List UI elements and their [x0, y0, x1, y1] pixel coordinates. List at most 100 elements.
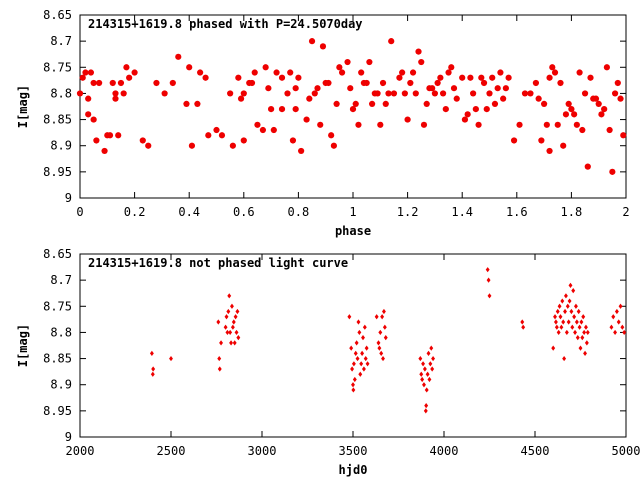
data-point	[149, 350, 154, 356]
data-point	[306, 95, 313, 102]
x-tick-label: 4500	[521, 444, 550, 458]
data-point	[472, 106, 479, 113]
y-tick-label: 8.9	[50, 378, 72, 392]
data-point	[344, 58, 351, 66]
data-point	[273, 69, 280, 76]
data-point	[169, 355, 173, 362]
y-tick-label: 8.75	[43, 299, 72, 313]
data-point	[459, 74, 466, 81]
data-point	[486, 90, 493, 97]
data-point	[434, 79, 441, 87]
data-point	[237, 95, 245, 102]
data-point	[240, 137, 247, 144]
unphased-light-curve-panel: 8.65 8.7 8.75 8.8 8.85 8.9 8.95 9 2000 2500 3000 3…	[16, 247, 640, 477]
data-point	[230, 324, 235, 330]
data-point	[333, 100, 340, 107]
data-point	[216, 319, 221, 325]
data-point	[230, 303, 234, 309]
data-point	[284, 90, 291, 97]
data-point	[385, 90, 392, 97]
data-point	[365, 361, 370, 367]
data-point	[563, 293, 568, 299]
data-point	[494, 85, 501, 92]
data-point	[445, 69, 452, 76]
data-point	[229, 142, 236, 149]
data-point	[578, 345, 583, 351]
data-point	[420, 376, 425, 383]
y-axis-label: I[mag]	[16, 85, 30, 128]
data-point	[520, 319, 525, 325]
data-point	[383, 335, 388, 341]
data-point	[437, 74, 444, 81]
data-point	[401, 90, 408, 97]
data-point	[317, 121, 324, 128]
data-point	[352, 100, 359, 107]
data-point	[251, 69, 258, 76]
data-point	[319, 43, 327, 50]
data-point	[109, 79, 116, 87]
data-point	[424, 387, 429, 393]
data-point	[418, 355, 423, 362]
data-point	[175, 53, 182, 60]
data-point	[194, 100, 201, 107]
data-point	[362, 324, 367, 330]
data-point	[213, 126, 220, 134]
data-point	[224, 314, 229, 320]
data-point	[248, 79, 256, 87]
data-point	[115, 132, 122, 139]
data-point	[560, 142, 567, 149]
data-point	[510, 137, 518, 144]
data-point	[516, 121, 523, 128]
data-point	[235, 74, 242, 81]
data-point	[352, 376, 357, 383]
data-point	[407, 79, 414, 87]
data-point	[483, 106, 490, 113]
data-point	[427, 376, 432, 383]
data-point	[225, 329, 230, 336]
data-point	[278, 106, 286, 113]
data-point	[538, 137, 545, 144]
data-point	[551, 345, 556, 351]
data-point	[521, 90, 529, 97]
data-point	[422, 366, 427, 372]
data-point	[234, 329, 239, 336]
x-tick-label: 2	[622, 205, 629, 219]
data-point	[202, 74, 209, 81]
data-point	[96, 79, 103, 87]
data-point	[603, 64, 610, 71]
data-point	[428, 361, 433, 367]
data-point	[606, 126, 613, 134]
data-point	[580, 335, 585, 341]
data-point	[353, 350, 358, 356]
data-point	[325, 79, 332, 87]
x-axis-label: hjd0	[339, 463, 368, 477]
data-point	[374, 90, 381, 97]
data-point	[292, 106, 299, 113]
x-tick-label: 0.6	[233, 205, 255, 219]
y-tick-label: 8.65	[43, 247, 72, 261]
data-point	[298, 147, 305, 155]
data-point	[93, 137, 100, 144]
data-point	[489, 74, 496, 81]
data-point	[399, 69, 406, 76]
data-point	[120, 90, 127, 97]
data-point	[351, 382, 355, 388]
y-tick-label: 8.85	[43, 113, 72, 127]
data-point	[259, 126, 267, 134]
x-tick-label: 1.2	[397, 205, 419, 219]
data-point	[228, 329, 233, 336]
data-point	[169, 79, 176, 87]
data-point	[363, 355, 368, 362]
data-point	[382, 100, 389, 107]
data-points	[76, 38, 627, 175]
data-point	[380, 314, 385, 320]
data-point	[557, 303, 562, 309]
data-point	[292, 85, 299, 92]
data-point	[139, 137, 146, 144]
data-point	[87, 69, 95, 76]
data-point	[570, 324, 575, 330]
data-point	[601, 106, 608, 113]
data-point	[420, 121, 428, 128]
data-point	[85, 111, 92, 118]
